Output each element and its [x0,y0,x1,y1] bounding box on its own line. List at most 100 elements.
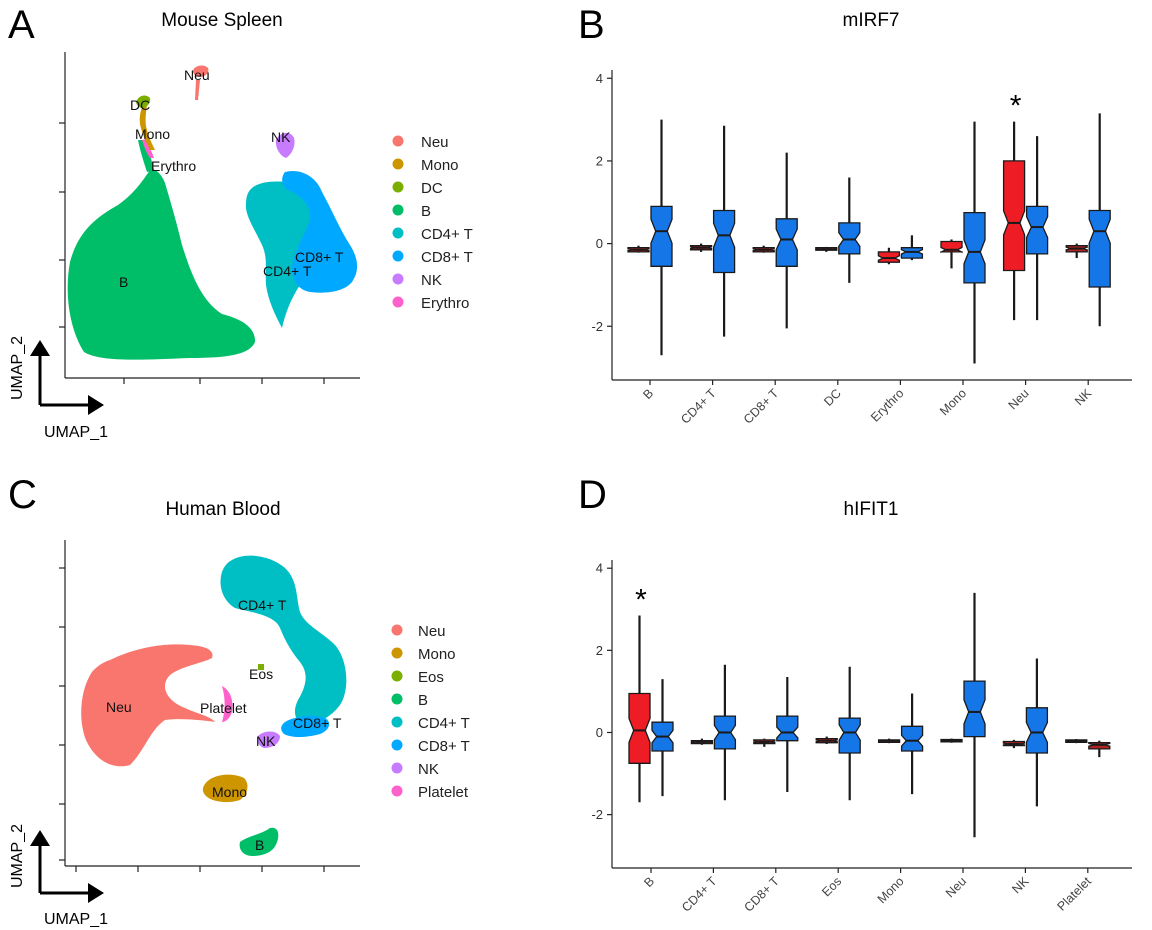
box-body [650,205,673,267]
x-tick-label: Mono [875,874,907,906]
cluster-label: B [255,837,264,853]
panel-a-axes [59,52,360,384]
box-left [1002,121,1026,321]
panel-letter-a: A [8,3,35,47]
box-right [1025,136,1049,321]
legend-item: DC [392,180,443,197]
box-body [775,218,798,267]
panel-c-title: Human Blood [165,499,280,520]
legend-item: CD4+ T [392,226,473,243]
cluster-cd4-t [245,181,320,328]
box-left [628,615,651,803]
significance-star: * [635,583,647,616]
panel-c-y-axis-label: UMAP_2 [9,824,26,888]
significance-star: * [1010,90,1022,123]
svg-text:Mono: Mono [418,646,456,663]
legend-item: CD8+ T [391,738,470,755]
panel-c-axes [59,540,360,872]
panel-a: A Mouse Spleen Neu DC M [8,3,473,441]
cluster-label: CD8+ T [293,715,342,731]
box-right [650,119,673,356]
panel-c-cluster-labels: CD4+ T Eos Neu Platelet CD8+ T NK Mono B [106,597,342,853]
box-left [877,247,901,265]
svg-text:NK: NK [418,761,439,778]
panel-c: C Human Blood CD4+ T Eos Neu Pla [8,473,470,928]
svg-text:CD4+ T: CD4+ T [421,226,473,243]
cluster-label: CD4+ T [263,263,312,279]
box-left [1065,739,1088,744]
box-left [753,738,776,747]
box-right [963,592,986,838]
x-tick-label: CD4+ T [679,874,720,915]
legend-item: CD4+ T [391,715,470,732]
box-right [776,677,799,793]
legend-item: Erythro [392,295,469,312]
box-body [1025,707,1049,754]
cluster-mono [202,774,248,803]
box-body [776,715,799,742]
y-tick-label: -2 [591,807,603,822]
legend-item: Platelet [391,784,469,801]
box-left [877,738,901,744]
box-right [712,125,736,337]
panel-b-title: mIRF7 [843,10,900,31]
panel-letter-d: D [578,473,607,517]
box-body [963,680,986,738]
cluster-neu [192,65,209,77]
svg-text:CD8+ T: CD8+ T [421,249,473,266]
cluster-neu [81,644,215,767]
cluster-nk [275,132,295,158]
box-left [752,245,775,253]
x-tick-label: DC [821,386,844,409]
legend-item: NK [391,761,439,778]
svg-text:Neu: Neu [421,134,449,151]
box-left [690,738,714,745]
svg-text:Mono: Mono [421,157,459,174]
cluster-label: Neu [184,67,210,83]
box-right [838,666,861,801]
box-right [900,693,924,795]
legend-item: NK [392,272,442,289]
cluster-label: NK [256,733,276,749]
y-tick-label: 4 [596,561,603,576]
cluster-b-stem [138,140,154,172]
box-body [1025,205,1049,255]
svg-text:CD8+ T: CD8+ T [418,738,470,755]
y-tick-label: -2 [591,319,603,334]
legend-item: Eos [391,669,444,686]
y-tick-label: 4 [596,71,603,86]
box-right [1025,658,1049,807]
cluster-b [239,827,279,856]
box-left [1002,739,1026,749]
panel-d-title: hIFIT1 [844,499,899,520]
box-left [815,246,838,252]
x-tick-label: Neu [1006,386,1032,412]
cluster-eos [258,664,264,670]
svg-text:CD4+ T: CD4+ T [418,715,470,732]
legend-item: CD8+ T [392,249,473,266]
cluster-cd8-t [281,715,330,737]
box-right [775,152,798,329]
box-body [963,211,986,284]
legend-item: Mono [391,646,456,663]
svg-text:Platelet: Platelet [418,784,469,801]
panel-a-x-axis-label: UMAP_1 [44,424,108,441]
svg-text:Neu: Neu [418,623,446,640]
panel-b: B mIRF7 -2 0 2 4 B CD4+ T CD8+ T DC Erythro Mono N… [578,3,1132,427]
box-body [1088,209,1111,288]
panel-a-title: Mouse Spleen [161,10,282,31]
x-tick-label: Platelet [1055,874,1095,914]
box-left [689,243,713,252]
box-right [1088,113,1111,327]
panel-c-umap-arrows [30,830,104,903]
svg-text:Eos: Eos [418,669,444,686]
panel-letter-c: C [8,473,37,517]
x-tick-label: NK [1009,874,1032,897]
box-right [713,664,737,801]
y-tick-label: 2 [596,153,603,168]
y-tick-label: 0 [596,236,603,251]
cluster-label: Neu [106,699,132,715]
legend-item: Mono [392,157,459,174]
panel-a-cluster-labels: Neu DC Mono Erythro NK B CD8+ T CD4+ T [119,67,344,290]
